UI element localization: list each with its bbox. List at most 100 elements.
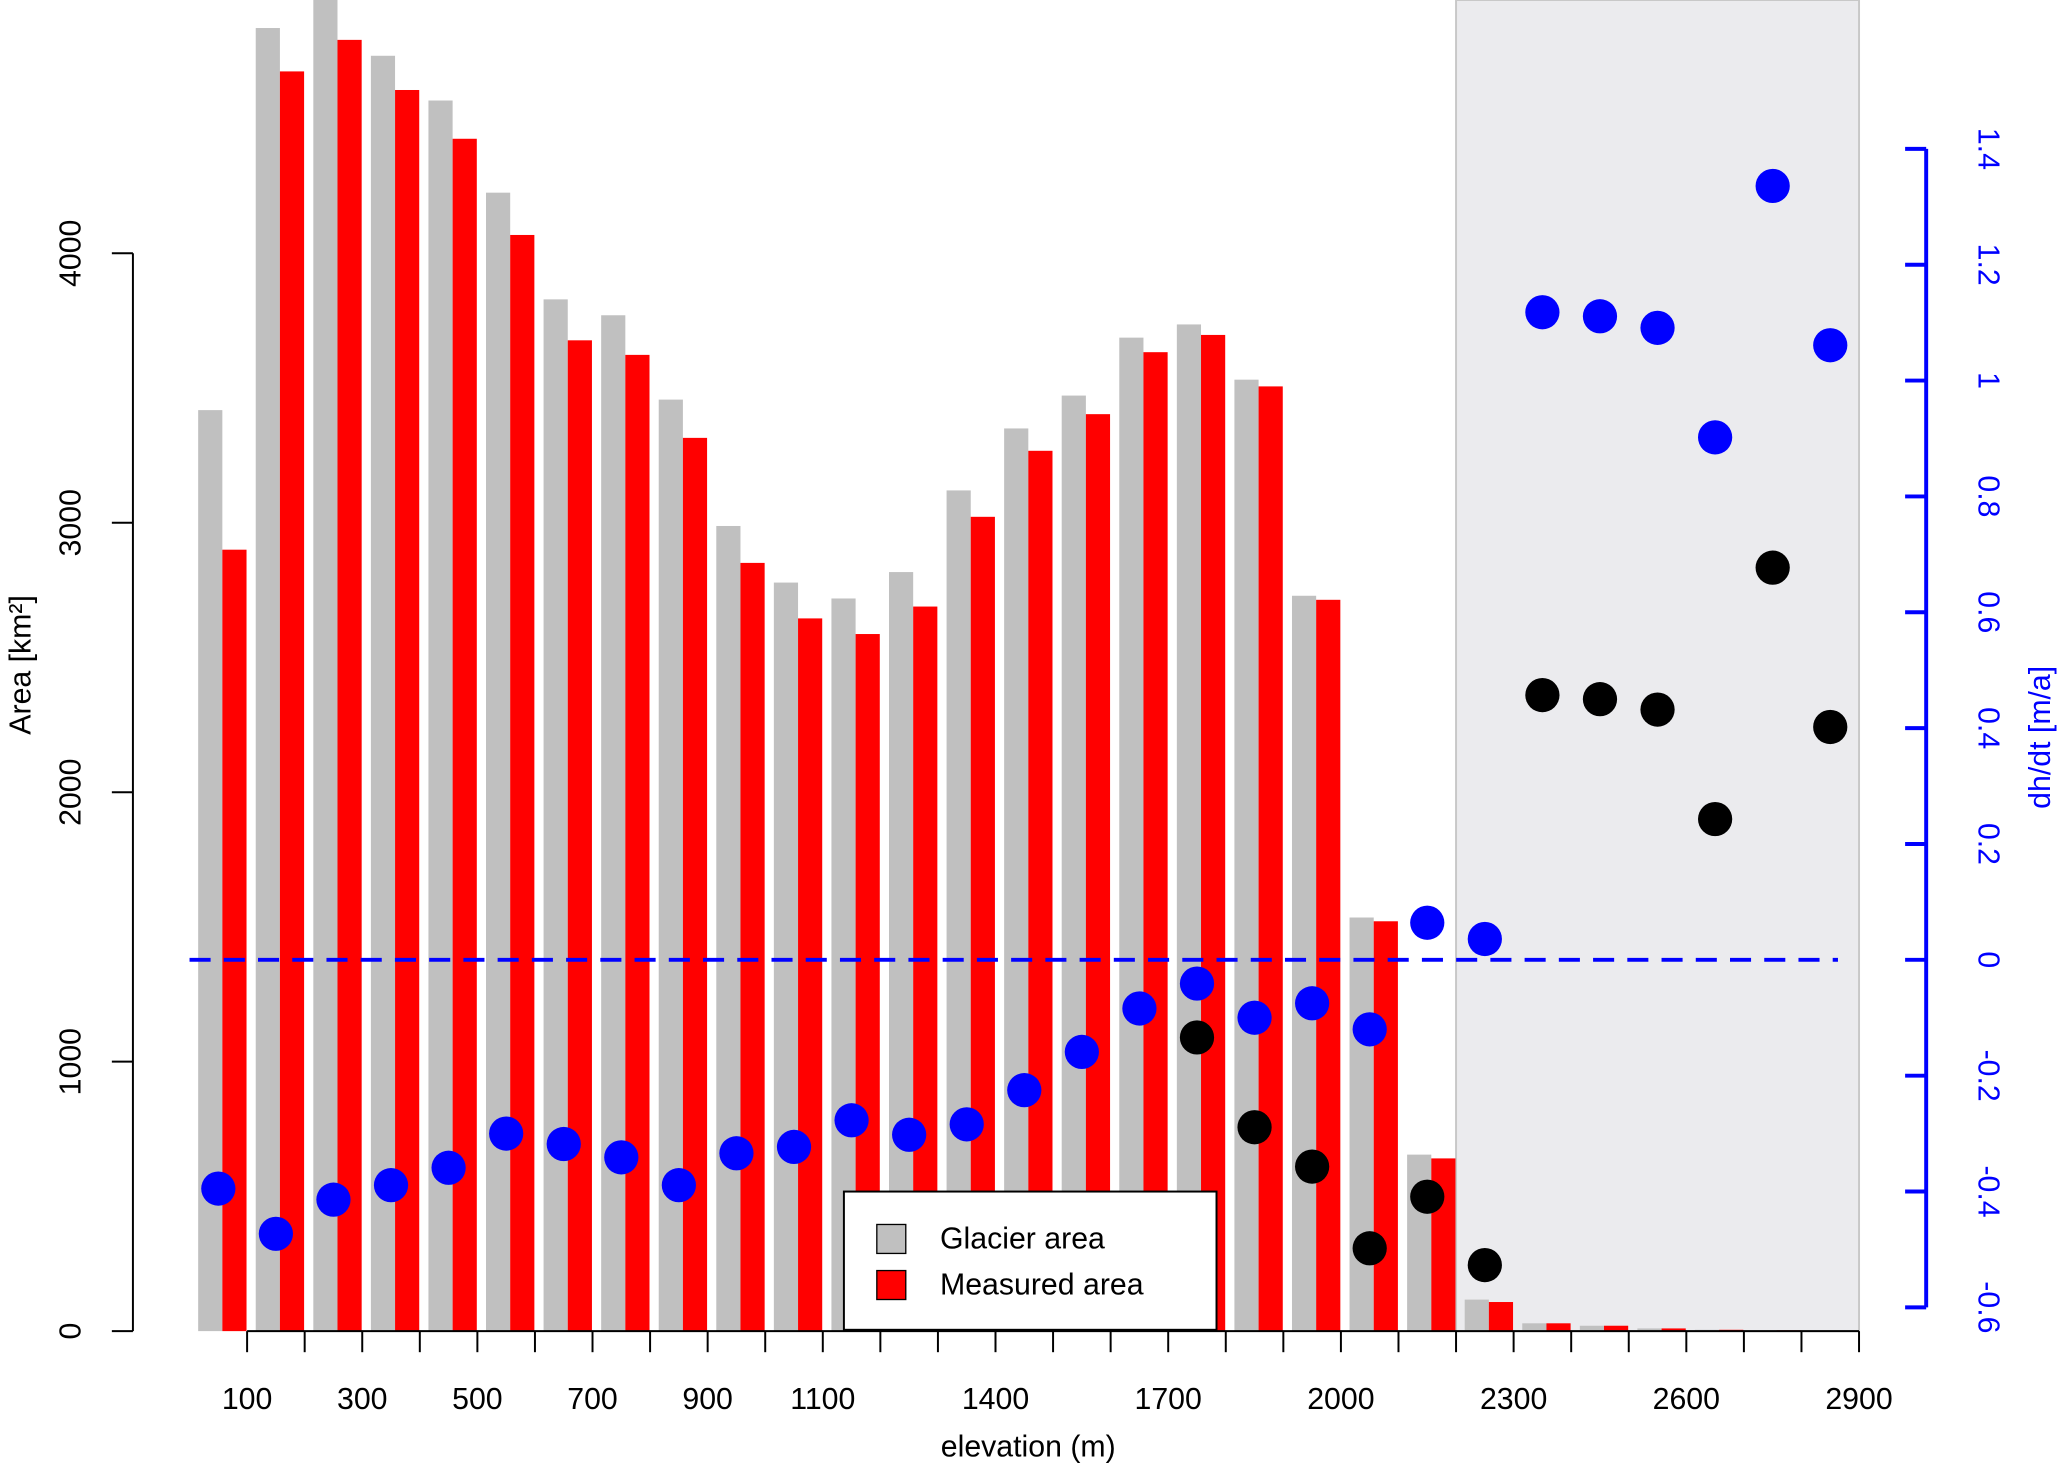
point	[949, 1107, 984, 1142]
point	[1525, 677, 1560, 713]
y2-tick-label: 1.2	[1972, 244, 2005, 286]
point	[1467, 921, 1502, 957]
bar	[1291, 595, 1317, 1332]
point	[1697, 420, 1733, 455]
point	[201, 1171, 236, 1206]
bar	[1061, 395, 1086, 1332]
bar	[740, 562, 765, 1332]
x-tick-label: 1100	[790, 1383, 855, 1416]
bar	[279, 71, 305, 1332]
legend-box	[842, 1190, 1218, 1331]
point	[1467, 1247, 1502, 1283]
point	[1237, 1110, 1272, 1145]
bar	[337, 39, 362, 1332]
bar	[452, 138, 477, 1332]
shade-layer	[1455, 0, 1861, 1333]
point-layer	[189, 168, 1848, 1283]
point	[1064, 1034, 1099, 1070]
x-tick-label: 2000	[1307, 1383, 1374, 1416]
point	[258, 1216, 294, 1251]
bar	[1637, 1328, 1662, 1332]
point	[1352, 1231, 1387, 1266]
axis-layer: 100 300 500 700 900 1100 1400 1700 2000 2300 2600 2…	[54, 128, 2004, 1416]
legend: Glacier area Measured area	[842, 1190, 1218, 1331]
bar	[1661, 1328, 1686, 1332]
bar	[1373, 921, 1398, 1332]
point	[489, 1116, 524, 1151]
bar	[222, 549, 247, 1332]
y2-tick-label: 1	[1972, 372, 2005, 389]
point	[1179, 1020, 1215, 1055]
bar	[1234, 379, 1259, 1332]
y-tick-label: 0	[54, 1323, 87, 1340]
point	[1122, 991, 1157, 1026]
bar	[798, 618, 823, 1332]
point	[316, 1182, 351, 1217]
y2-tick-label: 1.4	[1972, 128, 2005, 170]
point	[776, 1129, 812, 1165]
y-axis-label: Area [km²]	[4, 595, 37, 735]
bar	[1143, 352, 1168, 1332]
bar	[428, 100, 453, 1332]
point	[1410, 905, 1445, 940]
x-tick-label: 900	[682, 1383, 732, 1416]
bar	[1176, 324, 1202, 1332]
bar	[1316, 599, 1341, 1332]
legend-label: Measured area	[940, 1268, 1144, 1301]
bar	[1488, 1302, 1514, 1332]
x-tick-label: 2900	[1825, 1383, 1892, 1416]
point	[1352, 1012, 1387, 1047]
point	[1755, 550, 1790, 585]
x-tick-label: 700	[567, 1383, 618, 1416]
bar	[510, 234, 535, 1332]
point	[1640, 692, 1675, 727]
bar	[1028, 450, 1053, 1332]
bar	[313, 0, 338, 1332]
point	[373, 1168, 409, 1203]
bar	[543, 299, 568, 1332]
y2-tick-label: 0	[1972, 951, 2005, 968]
bar	[255, 28, 280, 1332]
bar	[1119, 337, 1144, 1332]
y2-tick-label: 0.2	[1972, 823, 2005, 865]
x-tick-label: 1400	[962, 1383, 1029, 1416]
bar	[1522, 1323, 1547, 1332]
point	[892, 1117, 927, 1152]
x-tick-label: 100	[222, 1383, 273, 1416]
y-tick-label: 4000	[54, 220, 87, 287]
bar	[1201, 334, 1226, 1332]
point	[1295, 1149, 1330, 1184]
bar	[370, 55, 396, 1332]
point	[1755, 168, 1790, 204]
x-tick-label: 2300	[1480, 1383, 1547, 1416]
bar	[716, 525, 741, 1332]
point	[1813, 328, 1848, 363]
bar	[1349, 917, 1374, 1332]
y-tick-label: 3000	[54, 489, 87, 556]
point	[1007, 1073, 1042, 1108]
point	[719, 1136, 754, 1171]
point	[1640, 310, 1675, 345]
point	[431, 1150, 466, 1185]
legend-label: Glacier area	[940, 1222, 1105, 1255]
bar	[1464, 1299, 1489, 1332]
point	[546, 1126, 581, 1162]
point	[1410, 1179, 1445, 1214]
bar	[625, 354, 650, 1332]
bar	[773, 582, 799, 1332]
point	[1525, 295, 1560, 330]
y2-tick-label: 0.6	[1972, 591, 2005, 633]
point	[834, 1103, 869, 1138]
point	[1237, 1000, 1272, 1035]
x-tick-label: 300	[337, 1383, 388, 1416]
x-axis-label: elevation (m)	[941, 1430, 1116, 1463]
bar	[1546, 1323, 1571, 1332]
y2-tick-label: 0.4	[1972, 707, 2005, 749]
bar	[486, 192, 511, 1332]
y2-tick-label: 0.8	[1972, 475, 2005, 517]
legend-swatch	[876, 1269, 907, 1301]
point	[661, 1168, 696, 1203]
bar	[1004, 428, 1029, 1332]
bar	[395, 89, 420, 1332]
bar	[1258, 386, 1283, 1332]
